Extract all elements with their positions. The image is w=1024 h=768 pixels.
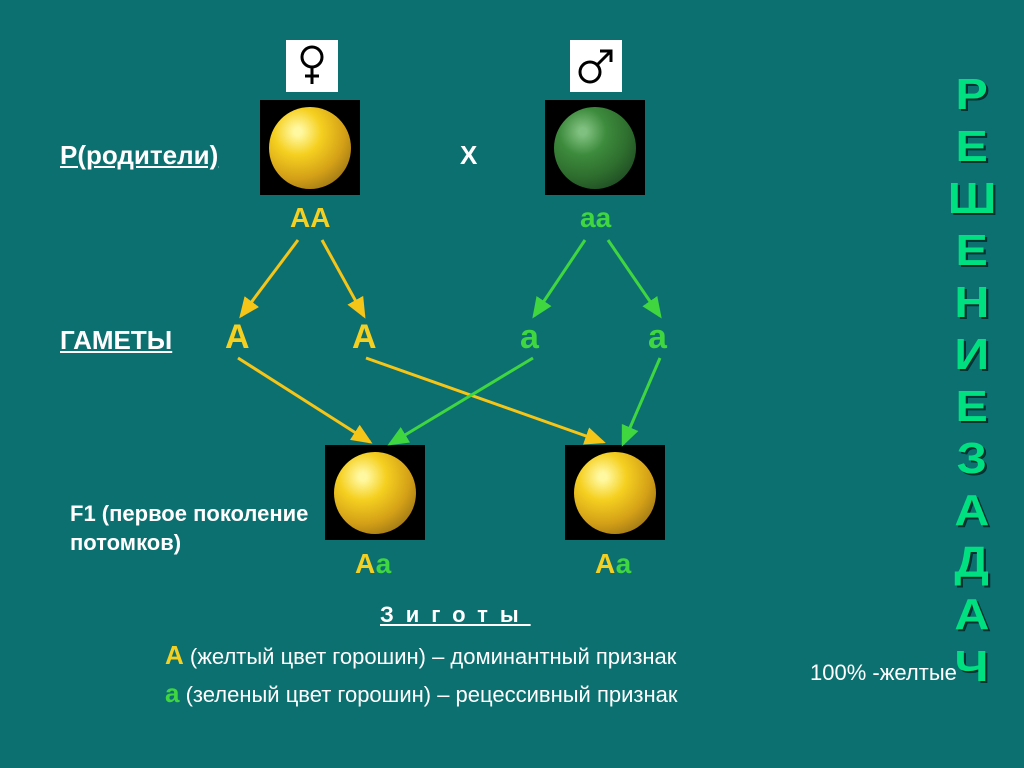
offspring-genotype-1: Аа bbox=[595, 548, 631, 580]
label-f1: F1 (первое поколение потомков) bbox=[70, 500, 308, 557]
vertical-title: РЕШЕНИЕЗАДАЧ bbox=[950, 70, 994, 692]
allele-A: А bbox=[355, 548, 376, 579]
result-text: 100% -желтые bbox=[810, 660, 957, 686]
male-genotype: аа bbox=[580, 202, 611, 234]
legend-text-1: (желтый цвет горошин) – доминантный приз… bbox=[184, 644, 677, 669]
vertical-title-letter: Е bbox=[956, 226, 988, 276]
female-pea bbox=[260, 100, 360, 195]
vertical-title-letter: Р bbox=[956, 70, 988, 120]
cross-symbol: X bbox=[460, 140, 477, 171]
vertical-title-letter: Ш bbox=[948, 174, 997, 224]
vertical-title-letter: Ч bbox=[955, 642, 989, 692]
zygote-title: Зиготы bbox=[380, 602, 531, 628]
gamete-1: А bbox=[352, 318, 377, 357]
legend-allele-A: А bbox=[165, 640, 184, 670]
vertical-title-letter: З bbox=[957, 434, 987, 484]
male-icon bbox=[570, 40, 622, 92]
vertical-title-letter: Е bbox=[956, 122, 988, 172]
offspring-genotype-0: Аа bbox=[355, 548, 391, 580]
legend-allele-a: а bbox=[165, 678, 179, 708]
legend-line-1: А (желтый цвет горошин) – доминантный пр… bbox=[165, 640, 676, 671]
pea-yellow-icon bbox=[574, 452, 656, 534]
allele-a: а bbox=[376, 548, 392, 579]
legend-text-2: (зеленый цвет горошин) – рецессивный при… bbox=[179, 682, 677, 707]
pea-green-icon bbox=[554, 107, 636, 189]
gamete-3: а bbox=[648, 318, 667, 357]
male-pea bbox=[545, 100, 645, 195]
vertical-title-letter: Е bbox=[956, 382, 988, 432]
female-icon bbox=[286, 40, 338, 92]
gamete-2: а bbox=[520, 318, 539, 357]
allele-a: а bbox=[616, 548, 632, 579]
offspring-pea-1 bbox=[565, 445, 665, 540]
label-parents: Р(родители) bbox=[60, 140, 218, 171]
vertical-title-letter: А bbox=[954, 486, 989, 536]
offspring-pea-0 bbox=[325, 445, 425, 540]
vertical-title-letter: Д bbox=[955, 538, 989, 588]
vertical-title-letter: Н bbox=[954, 278, 989, 328]
vertical-title-letter: А bbox=[954, 590, 989, 640]
pea-yellow-icon bbox=[269, 107, 351, 189]
f1-line1: F1 (первое поколение bbox=[70, 501, 308, 526]
pea-yellow-icon bbox=[334, 452, 416, 534]
allele-A: А bbox=[595, 548, 616, 579]
label-gametes: ГАМЕТЫ bbox=[60, 325, 172, 356]
legend-line-2: а (зеленый цвет горошин) – рецессивный п… bbox=[165, 678, 677, 709]
gamete-0: А bbox=[225, 318, 250, 357]
vertical-title-letter: И bbox=[954, 330, 989, 380]
female-genotype: АА bbox=[290, 202, 330, 234]
f1-line2: потомков) bbox=[70, 530, 181, 555]
